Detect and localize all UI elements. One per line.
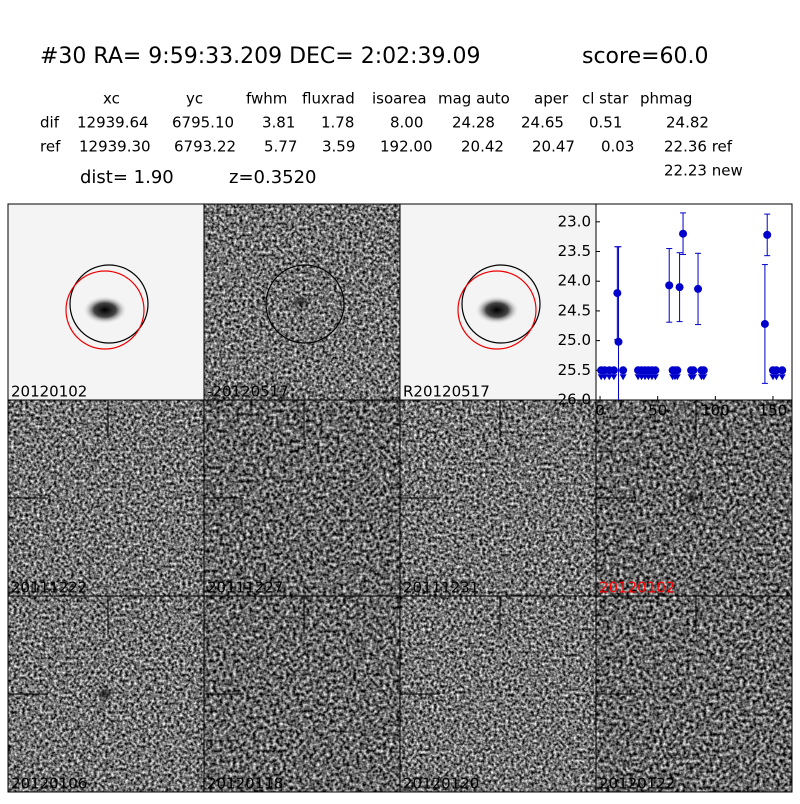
stamp-label: 20111231 (403, 579, 479, 597)
redshift: z=0.3520 (229, 167, 317, 188)
upper-limit (619, 366, 628, 375)
aperture (461, 264, 541, 344)
detection (665, 281, 674, 290)
limit-arrow (673, 374, 681, 381)
table-cell: 24.28 (452, 114, 495, 132)
detection (614, 337, 623, 346)
table-cell: dif (40, 114, 60, 132)
stamp-label: 20120102 (11, 383, 87, 401)
aperture (69, 264, 149, 344)
table-cell: 24.82 (666, 114, 709, 132)
column-header: aper (534, 90, 569, 108)
limit-arrow (778, 374, 786, 381)
stamp-label: 20111222 (11, 579, 87, 597)
stamp-frame (595, 595, 793, 793)
stamp-label: -20120517 (207, 383, 289, 401)
upper-limit (699, 366, 708, 375)
table-cell: 12939.30 (79, 138, 151, 156)
detection (679, 229, 688, 238)
upper-limit (609, 366, 618, 375)
phmag-new: 22.23 new (664, 162, 743, 180)
aperture-ref (457, 270, 537, 350)
y-tick-label: 23.0 (558, 212, 591, 230)
source (95, 687, 113, 701)
stamp-label: 20120102 (599, 579, 675, 597)
column-header: cl star (582, 90, 629, 108)
limit-arrow (610, 374, 618, 381)
table-cell: 8.00 (390, 114, 423, 132)
table-cell: 22.36 ref (664, 138, 733, 156)
detection (694, 284, 703, 293)
table-cell: 1.78 (321, 114, 354, 132)
column-header: yc (186, 90, 203, 108)
table-cell: 3.59 (322, 138, 355, 156)
y-tick-label: 23.5 (558, 242, 591, 260)
aperture-ref (65, 270, 145, 350)
column-header: fluxrad (302, 90, 355, 108)
detection (763, 230, 772, 239)
y-tick-label: 25.5 (558, 361, 591, 379)
upper-limit (689, 366, 698, 375)
y-tick-label: 24.0 (558, 272, 591, 290)
column-header: isoarea (372, 90, 427, 108)
limit-arrow (605, 374, 613, 381)
plot-data (597, 212, 787, 400)
x-tick-label: 100 (701, 402, 730, 420)
source (683, 491, 701, 505)
y-tick-label: 25.0 (558, 331, 591, 349)
limit-arrow (651, 374, 659, 381)
x-tick-label: 150 (759, 402, 788, 420)
detection (675, 283, 684, 292)
score: score=60.0 (582, 44, 709, 69)
table-cell: 192.00 (380, 138, 433, 156)
table-cell: 12939.64 (77, 114, 149, 132)
upper-limit (778, 366, 787, 375)
source (291, 296, 311, 308)
column-header: phmag (640, 90, 692, 108)
table-cell: ref (40, 138, 61, 156)
column-header: xc (103, 90, 120, 108)
stamp-label: 20120122 (599, 775, 675, 793)
x-tick-label: 0 (595, 402, 605, 420)
table-cell: 6793.22 (174, 138, 236, 156)
table-cell: 20.42 (461, 138, 504, 156)
limit-arrow (700, 374, 708, 381)
table-cell: 5.77 (264, 138, 297, 156)
dist: dist= 1.90 (80, 167, 174, 188)
galaxy (83, 296, 127, 324)
upper-limit (772, 366, 781, 375)
limit-arrow (772, 374, 780, 381)
table-cell: 0.03 (601, 138, 634, 156)
detection (760, 319, 769, 328)
stamp-label: 20120106 (11, 775, 87, 793)
title: #30 RA= 9:59:33.209 DEC= 2:02:39.09 (40, 44, 481, 69)
table-cell: 0.51 (589, 114, 622, 132)
detection (613, 289, 622, 298)
column-header: mag auto (438, 90, 510, 108)
table-cell: 3.81 (262, 114, 295, 132)
y-tick-label: 26.0 (558, 391, 591, 409)
stamp-label: 20120120 (403, 775, 479, 793)
stamp-label: 20111227 (207, 579, 283, 597)
upper-limit (651, 366, 660, 375)
x-tick-label: 50 (648, 402, 667, 420)
stamp-label: R20120517 (403, 383, 490, 401)
table-cell: 6795.10 (172, 114, 234, 132)
stamp-label: 20120118 (207, 775, 283, 793)
column-header: fwhm (246, 90, 287, 108)
limit-arrow (689, 374, 697, 381)
upper-limit (673, 366, 682, 375)
table-cell: 24.65 (521, 114, 564, 132)
limit-arrow (601, 374, 609, 381)
aperture (265, 264, 345, 344)
limit-arrow (619, 374, 627, 381)
galaxy (475, 296, 519, 324)
table-cell: 20.47 (532, 138, 575, 156)
y-tick-label: 24.5 (558, 301, 591, 319)
